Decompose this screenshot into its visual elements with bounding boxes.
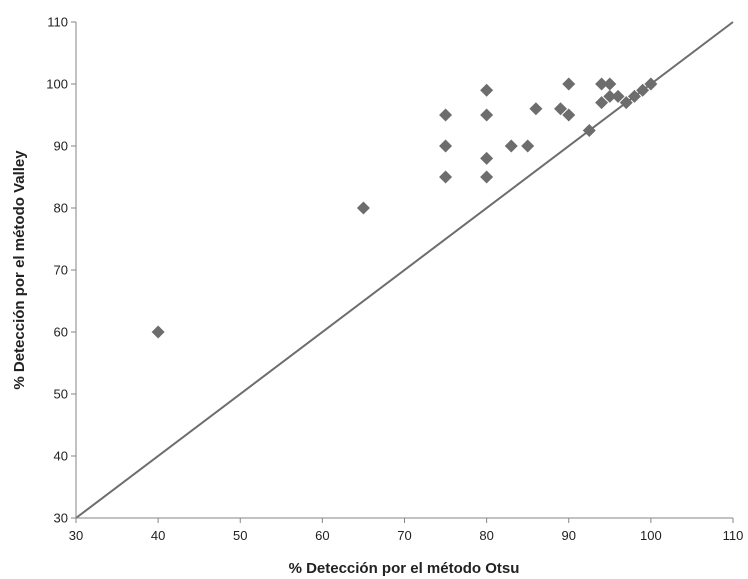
data-point xyxy=(595,77,609,91)
x-tick-label: 110 xyxy=(723,528,744,543)
data-point xyxy=(521,139,535,153)
data-point xyxy=(636,83,650,97)
x-tick-label: 70 xyxy=(397,528,411,543)
y-tick-label: 100 xyxy=(46,77,68,92)
y-tick-label: 90 xyxy=(54,139,68,154)
x-axis-title: % Detección por el método Otsu xyxy=(289,560,520,577)
y-axis-title: % Detección por el método Valley xyxy=(11,150,28,390)
data-point xyxy=(439,108,453,122)
x-tick-label: 90 xyxy=(562,528,576,543)
x-tick-label: 60 xyxy=(315,528,329,543)
axes xyxy=(71,21,734,523)
data-point xyxy=(554,102,568,116)
data-point xyxy=(480,170,494,184)
data-point xyxy=(356,201,370,215)
data-point xyxy=(504,139,518,153)
x-tick-label: 40 xyxy=(151,528,165,543)
tick-labels: 30 40 50 60 70 80 90 100 110 30 40 50 60 70 80 90 100 110 xyxy=(46,15,743,544)
data-point xyxy=(480,108,494,122)
data-point xyxy=(529,102,543,116)
data-point xyxy=(619,96,633,110)
data-point xyxy=(562,77,576,91)
data-point xyxy=(480,151,494,165)
data-point xyxy=(439,170,453,184)
y-tick-label: 110 xyxy=(47,15,68,30)
data-point xyxy=(562,108,576,122)
data-point xyxy=(603,89,617,103)
y-tick-label: 70 xyxy=(54,263,68,278)
data-point xyxy=(151,325,165,339)
x-tick-label: 80 xyxy=(479,528,493,543)
data-point xyxy=(480,83,494,97)
data-point xyxy=(644,77,658,91)
y-tick-label: 40 xyxy=(54,449,68,464)
x-tick-label: 100 xyxy=(640,528,662,543)
x-tick-label: 50 xyxy=(233,528,247,543)
data-points xyxy=(151,77,658,339)
y-tick-label: 80 xyxy=(54,201,68,216)
y-tick-label: 30 xyxy=(54,511,68,526)
y-tick-label: 50 xyxy=(54,387,68,402)
y-tick-label: 60 xyxy=(54,325,68,340)
data-point xyxy=(582,124,596,137)
data-point xyxy=(603,77,617,91)
data-point xyxy=(439,139,453,153)
data-point xyxy=(595,96,609,110)
data-point xyxy=(627,89,641,103)
data-point xyxy=(611,89,625,103)
x-tick-label: 30 xyxy=(69,528,83,543)
